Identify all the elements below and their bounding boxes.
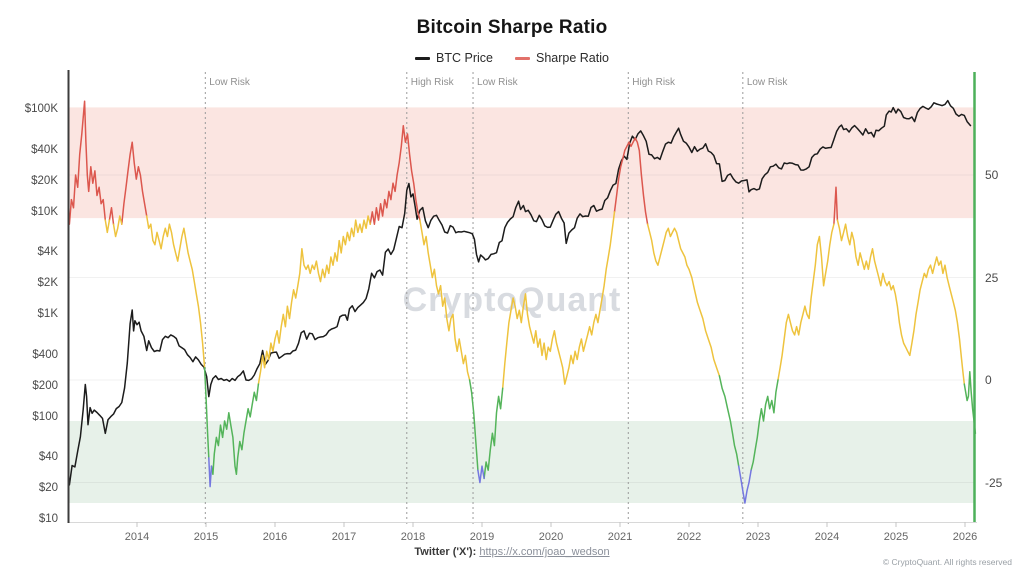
price-axis-label: $100K <box>24 103 58 115</box>
price-axis-label: $2K <box>37 277 58 290</box>
price-axis-label: $4K <box>37 246 58 259</box>
year-axis-label: 2025 <box>883 531 909 543</box>
chart-title: Bitcoin Sharpe Ratio <box>416 17 608 38</box>
year-axis-label: 2019 <box>469 531 495 543</box>
high-risk-band <box>69 107 974 219</box>
year-axis-label: 2024 <box>814 531 840 543</box>
sharpe-axis-label: -25 <box>985 475 1003 490</box>
year-axis-label: 2022 <box>676 531 702 543</box>
risk-marker-label: Low Risk <box>746 77 788 88</box>
year-axis-label: 2021 <box>607 531 633 543</box>
year-axis-label: 2020 <box>538 531 564 543</box>
year-axis-label: 2015 <box>193 531 219 543</box>
price-axis-label: $1K <box>37 308 58 320</box>
year-axis-label: 2016 <box>262 531 288 543</box>
legend-item-sharpe-ratio: Sharpe Ratio <box>514 51 609 65</box>
year-axis-label: 2017 <box>331 531 357 543</box>
price-axis-label: $100 <box>32 410 58 423</box>
sharpe-ratio-line-high-risk-red <box>68 100 839 225</box>
price-axis-label: $20 <box>38 482 58 495</box>
price-axis-label: $20K <box>31 174 58 187</box>
price-axis-label: $40K <box>31 143 58 156</box>
risk-marker-label: High Risk <box>632 77 676 88</box>
sharpe-ratio-swatch <box>514 56 530 60</box>
price-axis-label: $40 <box>38 451 58 464</box>
sharpe-axis-label: 25 <box>985 270 999 285</box>
sharpe-ratio-line-low-risk-green <box>203 366 977 480</box>
footer-credit: Twitter ('X'): https://x.com/joao_wedson <box>0 546 1024 558</box>
year-axis-label: 2026 <box>952 531 978 543</box>
year-axis-label: 2018 <box>400 531 426 543</box>
copyright-notice: © CryptoQuant. All rights reserved <box>882 557 1012 567</box>
price-axis-label: $200 <box>32 379 58 392</box>
year-axis-label: 2023 <box>745 531 771 543</box>
sharpe-axis-label: 50 <box>985 168 999 182</box>
price-axis-label: $10 <box>38 513 58 525</box>
legend-item-btc-price: BTC Price <box>415 51 493 65</box>
risk-marker-label: High Risk <box>410 77 454 88</box>
sharpe-axis-label: 0 <box>985 373 992 387</box>
legend-label-sharpe-ratio: Sharpe Ratio <box>535 51 609 65</box>
risk-marker-label: Low Risk <box>209 77 250 88</box>
twitter-label: Twitter ('X'): <box>414 546 477 558</box>
risk-marker-label: Low Risk <box>477 77 518 88</box>
year-axis-label: 2014 <box>124 531 150 543</box>
btc-price-swatch <box>415 56 431 60</box>
sharpe-ratio-line-neutral-yellow <box>104 211 966 389</box>
sharpe-ratio-line-extreme-low-blue <box>208 457 752 504</box>
price-axis-label: $10K <box>31 205 58 218</box>
btc-price-line <box>68 99 972 486</box>
legend-label-btc-price: BTC Price <box>436 51 493 65</box>
twitter-link[interactable]: https://x.com/joao_wedson <box>479 546 610 558</box>
price-axis-label: $400 <box>32 348 58 361</box>
cryptoquant-watermark: CryptoQuant <box>402 281 622 319</box>
chart-legend: BTC Price Sharpe Ratio <box>0 51 1024 65</box>
